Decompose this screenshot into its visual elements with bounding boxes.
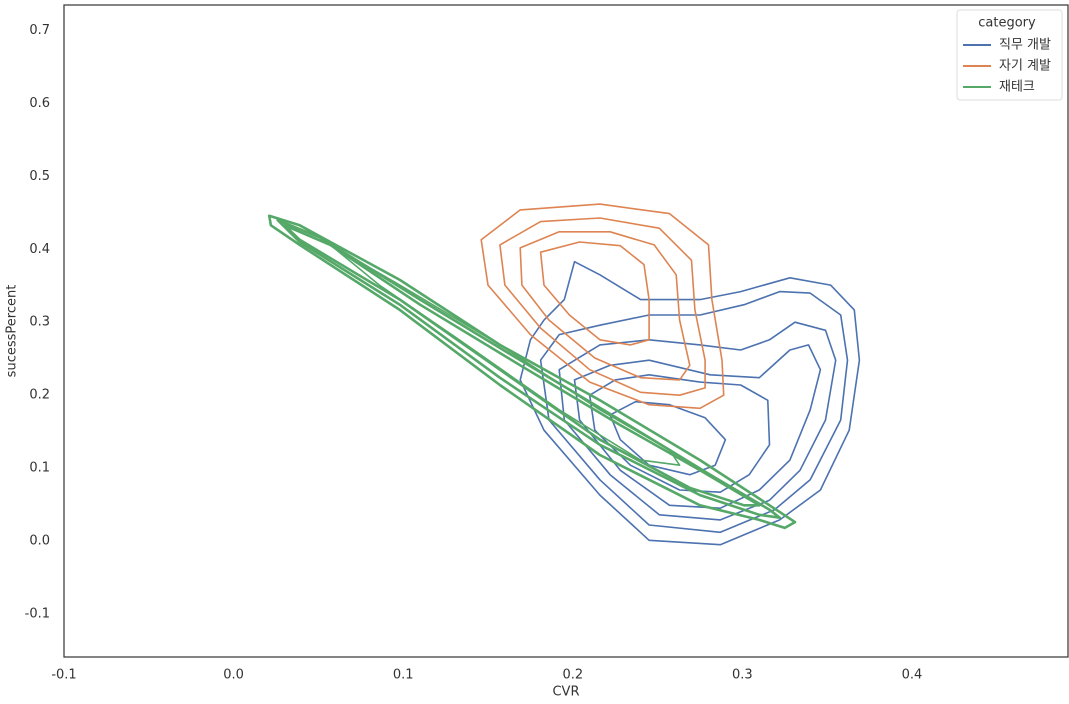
- contour-line: [480, 203, 725, 410]
- plot-frame: [63, 4, 1069, 658]
- legend-label: 재테크: [999, 80, 1035, 95]
- y-tick-label: 0.5: [29, 169, 50, 184]
- x-tick-label: 0.0: [223, 668, 244, 683]
- y-tick-label: 0.7: [29, 23, 50, 38]
- y-tick-label: 0.3: [29, 315, 50, 330]
- contour-line: [573, 344, 822, 509]
- contour-line: [276, 218, 781, 519]
- y-tick-label: 0.4: [29, 242, 50, 257]
- contour-line: [283, 224, 761, 507]
- y-tick-label: -0.1: [25, 606, 50, 621]
- contour-line: [519, 260, 861, 546]
- contour-line: [539, 241, 650, 346]
- contour-line: [499, 217, 706, 396]
- legend-box: [956, 9, 1063, 101]
- y-tick-label: 0.6: [29, 96, 50, 111]
- x-tick-label: 0.3: [732, 668, 753, 683]
- contour-line: [588, 374, 771, 493]
- contour-line: [539, 290, 849, 534]
- contour-line: [267, 214, 797, 530]
- x-tick-label: 0.4: [902, 668, 923, 683]
- legend-label: 자기 계발: [999, 59, 1051, 74]
- contour-line: [609, 400, 727, 476]
- y-tick-label: 0.0: [29, 534, 50, 549]
- y-tick-label: 0.2: [29, 388, 50, 403]
- y-tick-label: 0.1: [29, 461, 50, 476]
- x-tick-label: 0.2: [562, 668, 583, 683]
- x-tick-label: -0.1: [51, 668, 76, 683]
- x-tick-label: 0.1: [393, 668, 414, 683]
- contour-line: [329, 244, 681, 466]
- contour-line: [519, 231, 691, 381]
- contour-line: [558, 321, 837, 521]
- legend-label: 직무 개발: [999, 38, 1051, 53]
- x-axis-label: CVR: [552, 685, 579, 700]
- legend-title: category: [978, 16, 1036, 31]
- y-axis-label: sucessPercent: [5, 285, 20, 378]
